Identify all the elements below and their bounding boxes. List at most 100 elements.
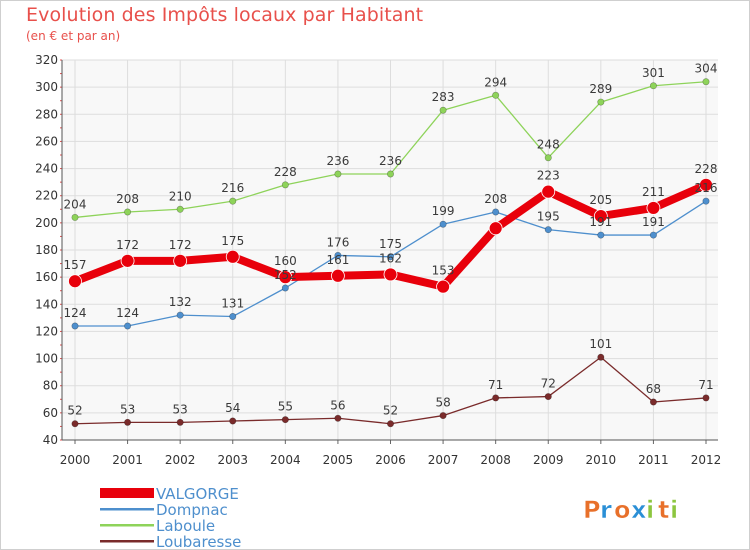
data-label-dompnac: 132 (169, 295, 192, 309)
data-point-laboule (124, 208, 132, 216)
y-tick-label: 140 (35, 297, 58, 311)
data-label-valgorge: 228 (695, 162, 718, 176)
data-point-valgorge (225, 249, 240, 264)
data-label-loubaresse: 72 (541, 377, 556, 391)
data-label-dompnac: 175 (379, 237, 402, 251)
data-label-dompnac: 176 (326, 235, 349, 249)
y-tick-label: 260 (35, 134, 58, 148)
data-point-loubaresse (71, 420, 79, 428)
data-label-loubaresse: 52 (67, 404, 82, 418)
x-tick-label: 2006 (375, 453, 406, 467)
data-label-loubaresse: 55 (278, 400, 293, 414)
data-point-loubaresse (702, 394, 710, 402)
data-point-valgorge (593, 209, 608, 223)
data-point-loubaresse (229, 417, 237, 425)
data-label-laboule: 294 (484, 75, 507, 89)
data-label-loubaresse: 101 (589, 337, 612, 351)
logo-letter: i (646, 496, 654, 524)
data-point-valgorge (383, 267, 398, 282)
data-point-laboule (229, 197, 237, 205)
x-tick-label: 2003 (217, 453, 248, 467)
data-point-valgorge (278, 270, 293, 285)
logo-letter: r (600, 496, 612, 524)
data-point-laboule (702, 78, 710, 86)
logo-letter: x (631, 496, 647, 524)
x-tick-label: 2012 (691, 453, 722, 467)
data-label-laboule: 208 (116, 192, 139, 206)
logo-letter: P (583, 496, 601, 524)
data-point-valgorge (646, 201, 661, 215)
data-point-valgorge (173, 253, 188, 268)
y-tick-label: 100 (35, 352, 58, 366)
data-point-laboule (71, 213, 79, 221)
data-point-valgorge (331, 268, 345, 283)
data-label-laboule: 236 (379, 154, 402, 168)
data-label-loubaresse: 68 (646, 382, 661, 396)
data-point-laboule (176, 205, 184, 213)
data-label-dompnac: 191 (589, 215, 612, 229)
series-laboule (71, 78, 710, 221)
data-point-valgorge (488, 221, 503, 236)
data-point-dompnac (702, 197, 710, 205)
data-point-dompnac (124, 322, 132, 330)
data-label-valgorge: 157 (64, 258, 87, 272)
data-point-loubaresse (544, 393, 552, 401)
x-tick-label: 2008 (480, 453, 511, 467)
data-point-loubaresse (124, 418, 132, 426)
data-label-valgorge: 162 (379, 251, 402, 265)
y-tick-label: 280 (35, 107, 58, 121)
x-tick-label: 2001 (112, 453, 143, 467)
data-label-dompnac: 124 (116, 306, 139, 320)
data-point-loubaresse (334, 414, 342, 422)
x-tick-label: 2005 (323, 453, 354, 467)
legend-swatch-laboule (100, 524, 154, 527)
x-tick-label: 2007 (428, 453, 459, 467)
data-label-laboule: 228 (274, 165, 297, 179)
y-tick-label: 200 (35, 216, 58, 230)
y-tick-label: 240 (35, 162, 58, 176)
data-point-dompnac (71, 322, 79, 330)
legend-label-loubaresse: Loubaresse (156, 533, 241, 550)
data-point-loubaresse (281, 416, 289, 424)
data-point-dompnac (386, 253, 394, 261)
y-tick-label: 60 (43, 406, 58, 420)
data-label-dompnac: 208 (484, 192, 507, 206)
data-label-loubaresse: 52 (383, 404, 398, 418)
data-label-valgorge: 153 (432, 264, 455, 278)
data-label-dompnac: 191 (642, 215, 665, 229)
data-label-loubaresse: 54 (225, 401, 240, 415)
data-label-loubaresse: 56 (330, 398, 345, 412)
logo-letter: i (670, 496, 678, 524)
y-tick-label: 300 (35, 80, 58, 94)
x-tick-label: 2010 (586, 453, 617, 467)
data-point-dompnac (334, 251, 342, 259)
data-label-loubaresse: 71 (698, 378, 713, 392)
data-label-dompnac: 124 (64, 306, 87, 320)
data-point-valgorge (436, 279, 450, 294)
y-tick-label: 320 (35, 53, 58, 67)
data-point-dompnac (492, 208, 500, 216)
data-label-laboule: 210 (169, 189, 192, 203)
x-tick-label: 2000 (60, 453, 91, 467)
y-tick-label: 220 (35, 189, 58, 203)
data-label-valgorge: 175 (221, 234, 244, 248)
data-point-dompnac (176, 311, 184, 319)
data-point-laboule (334, 170, 342, 178)
y-tick-label: 80 (43, 379, 58, 393)
logo-letter: o (614, 496, 631, 524)
y-tick-label: 180 (35, 243, 58, 257)
data-label-valgorge: 205 (589, 193, 612, 207)
data-label-dompnac: 199 (432, 204, 455, 218)
series-dompnac (71, 197, 710, 330)
data-point-dompnac (544, 226, 552, 234)
data-label-laboule: 248 (537, 138, 560, 152)
chart-title: Evolution des Impôts locaux par Habitant (26, 4, 424, 26)
data-point-laboule (492, 91, 500, 99)
y-tick-label: 120 (35, 324, 58, 338)
data-label-valgorge: 172 (116, 238, 139, 252)
data-label-loubaresse: 71 (488, 378, 503, 392)
data-label-dompnac: 216 (695, 181, 718, 195)
